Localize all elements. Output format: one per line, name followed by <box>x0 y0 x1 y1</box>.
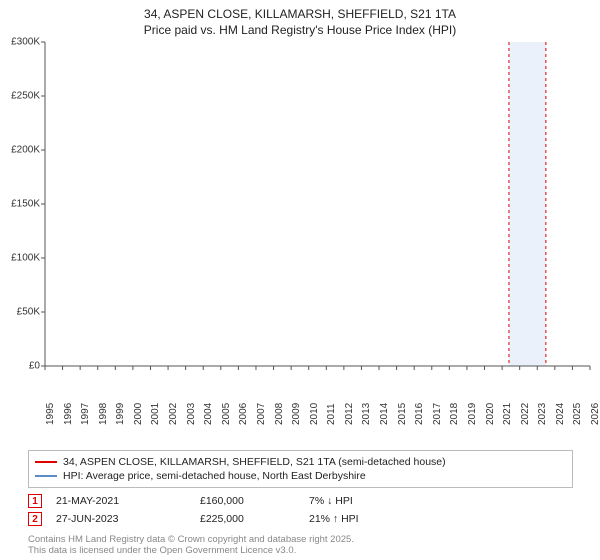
footer-line-1: Contains HM Land Registry data © Crown c… <box>28 534 354 545</box>
x-axis-label: 2022 <box>520 375 531 425</box>
x-axis-label: 2019 <box>467 375 478 425</box>
x-axis-label: 2008 <box>274 375 285 425</box>
y-axis-label: £250K <box>2 91 40 102</box>
x-axis-label: 2016 <box>414 375 425 425</box>
y-axis-label: £0 <box>2 361 40 372</box>
x-axis-label: 2005 <box>221 375 232 425</box>
chart-container: 34, ASPEN CLOSE, KILLAMARSH, SHEFFIELD, … <box>0 0 600 560</box>
legend-label: 34, ASPEN CLOSE, KILLAMARSH, SHEFFIELD, … <box>63 456 446 468</box>
marker-row: 1 21-MAY-2021 £160,000 7% ↓ HPI <box>28 494 429 508</box>
x-axis-label: 2001 <box>150 375 161 425</box>
title-line-2: Price paid vs. HM Land Registry's House … <box>0 22 600 38</box>
title-line-1: 34, ASPEN CLOSE, KILLAMARSH, SHEFFIELD, … <box>0 6 600 22</box>
legend-item: HPI: Average price, semi-detached house,… <box>35 469 566 483</box>
marker-date: 27-JUN-2023 <box>56 513 186 525</box>
y-axis-label: £300K <box>2 37 40 48</box>
footer-attribution: Contains HM Land Registry data © Crown c… <box>28 534 354 557</box>
chart-area: £0£50K£100K£150K£200K£250K£300K 19951996… <box>0 38 600 408</box>
x-axis-label: 2006 <box>238 375 249 425</box>
x-axis-label: 2002 <box>168 375 179 425</box>
x-axis-label: 2018 <box>449 375 460 425</box>
x-axis-label: 2020 <box>485 375 496 425</box>
markers-table: 1 21-MAY-2021 £160,000 7% ↓ HPI 2 27-JUN… <box>28 494 429 530</box>
marker-row: 2 27-JUN-2023 £225,000 21% ↑ HPI <box>28 512 429 526</box>
x-axis-label: 1997 <box>80 375 91 425</box>
marker-badge: 2 <box>28 512 42 526</box>
marker-pct: 21% ↑ HPI <box>309 513 429 525</box>
x-axis-label: 2010 <box>309 375 320 425</box>
y-axis-label: £50K <box>2 307 40 318</box>
legend-item: 34, ASPEN CLOSE, KILLAMARSH, SHEFFIELD, … <box>35 455 566 469</box>
footer-line-2: This data is licensed under the Open Gov… <box>28 545 354 556</box>
y-axis-label: £150K <box>2 199 40 210</box>
x-axis-label: 2004 <box>203 375 214 425</box>
x-axis-label: 2012 <box>344 375 355 425</box>
legend-swatch <box>35 461 57 463</box>
x-axis-label: 2007 <box>256 375 267 425</box>
x-axis-label: 2003 <box>186 375 197 425</box>
legend-label: HPI: Average price, semi-detached house,… <box>63 470 366 482</box>
x-axis-label: 1996 <box>63 375 74 425</box>
x-axis-label: 2014 <box>379 375 390 425</box>
x-axis-label: 2013 <box>361 375 372 425</box>
x-axis-label: 1995 <box>45 375 56 425</box>
marker-price: £160,000 <box>200 495 295 507</box>
marker-price: £225,000 <box>200 513 295 525</box>
x-axis-label: 2023 <box>537 375 548 425</box>
x-axis-label: 2021 <box>502 375 513 425</box>
marker-date: 21-MAY-2021 <box>56 495 186 507</box>
x-axis-label: 1999 <box>115 375 126 425</box>
legend: 34, ASPEN CLOSE, KILLAMARSH, SHEFFIELD, … <box>28 450 573 488</box>
x-axis-label: 2025 <box>572 375 583 425</box>
y-axis-label: £200K <box>2 145 40 156</box>
x-axis-label: 2017 <box>432 375 443 425</box>
x-axis-label: 2000 <box>133 375 144 425</box>
marker-pct: 7% ↓ HPI <box>309 495 429 507</box>
legend-swatch <box>35 475 57 477</box>
marker-badge: 1 <box>28 494 42 508</box>
chart-title: 34, ASPEN CLOSE, KILLAMARSH, SHEFFIELD, … <box>0 0 600 38</box>
y-axis-label: £100K <box>2 253 40 264</box>
x-axis-label: 2009 <box>291 375 302 425</box>
x-axis-label: 2015 <box>397 375 408 425</box>
x-axis-label: 1998 <box>98 375 109 425</box>
x-axis-label: 2026 <box>590 375 600 425</box>
x-axis-label: 2024 <box>555 375 566 425</box>
chart-svg <box>0 38 600 408</box>
x-axis-label: 2011 <box>326 375 337 425</box>
